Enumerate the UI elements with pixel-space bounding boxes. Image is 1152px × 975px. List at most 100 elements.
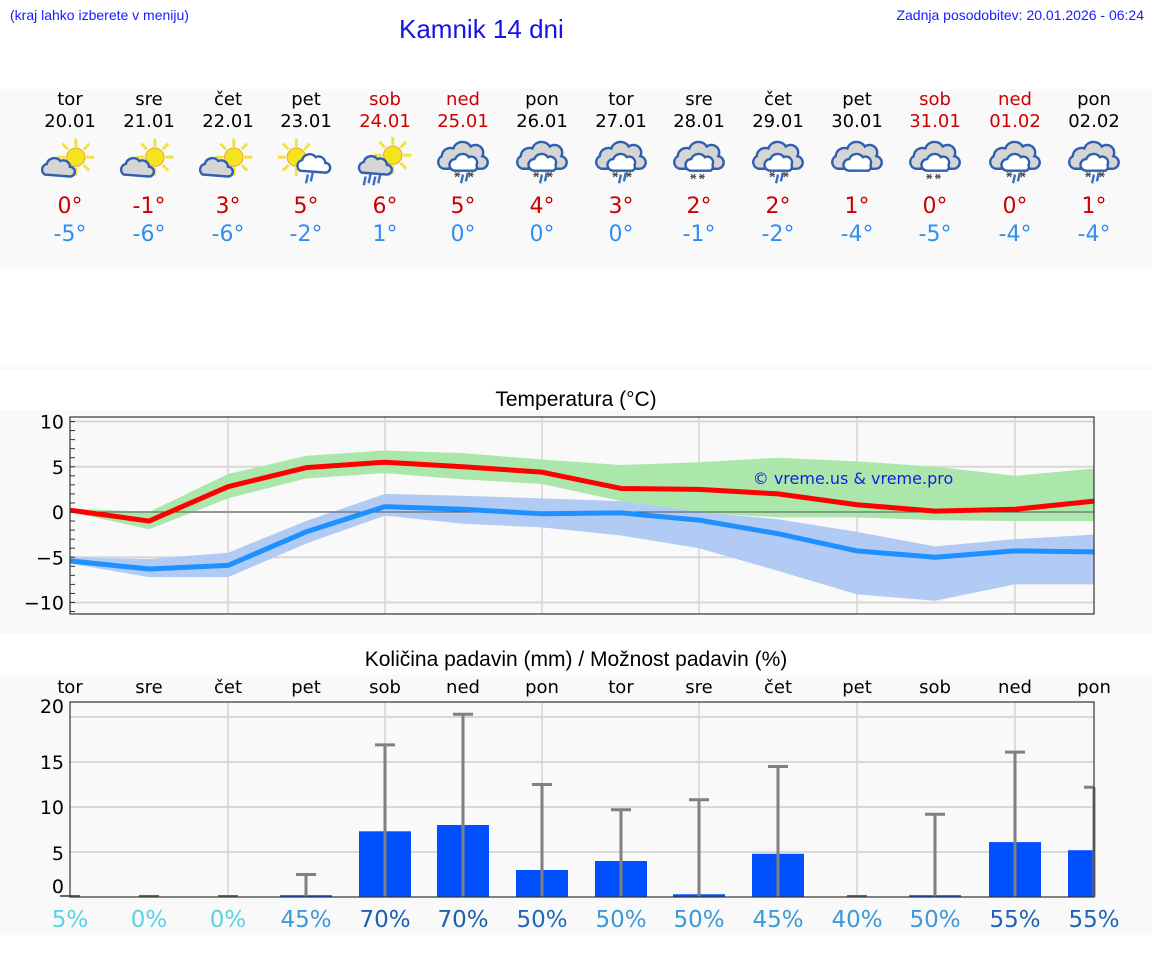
day-date: 30.01 [831,111,883,132]
day-date: 01.02 [989,111,1041,132]
day-name: čet [213,89,243,110]
day-name: ned [446,89,480,110]
min-temperature: -2° [761,222,795,247]
day-name: sob [369,89,401,110]
day-label: pet [291,677,321,698]
day-date: 31.01 [909,111,961,132]
y-axis-tick: 20 [40,696,64,718]
forecast-day: tor 27.01 3° 0° [581,89,661,249]
precipitation-probability: 50% [673,907,724,933]
day-name: sob [919,89,951,110]
temperature-chart-title: Temperatura (°C) [495,388,657,411]
forecast-day: ned 25.01 5° 0° [423,89,503,249]
max-temperature: 0° [922,194,948,219]
page-title: Kamnik 14 dni [399,14,564,44]
min-temperature: 0° [529,222,555,247]
precipitation-probability: 55% [989,907,1040,933]
min-temperature: 0° [450,222,476,247]
min-temperature: -4° [1077,222,1111,247]
forecast-day: sob 24.01 6° 1° [345,89,425,249]
day-label: sob [919,677,951,698]
forecast-day: sre 21.01 -1° -6° [109,89,189,249]
precipitation-probability: 45% [280,907,331,933]
day-label: čet [764,677,792,698]
max-temperature: 5° [450,194,476,219]
day-name: sre [135,89,163,110]
precipitation-probability: 70% [359,907,410,933]
max-temperature: 4° [529,194,555,219]
min-temperature: -4° [840,222,874,247]
day-date: 28.01 [673,111,725,132]
day-name: ned [998,89,1032,110]
day-date: 26.01 [516,111,568,132]
y-axis-tick: −5 [36,547,64,569]
max-temperature: 5° [293,194,319,219]
day-name: pet [291,89,321,110]
divider [0,365,1152,370]
day-name: pet [842,89,872,110]
min-temperature: -6° [132,222,166,247]
precipitation-probability: 5% [52,907,89,933]
day-name: sre [685,89,713,110]
day-label: pon [525,677,559,698]
precipitation-probability: 50% [516,907,567,933]
max-temperature: 1° [1081,194,1107,219]
day-date: 25.01 [437,111,489,132]
precipitation-probability: 50% [595,907,646,933]
max-temperature: 3° [608,194,634,219]
max-temperature: 1° [844,194,870,219]
forecast-day: čet 29.01 2° -2° [738,89,818,249]
watermark: © vreme.us & vreme.pro [753,469,954,488]
y-axis-tick: 0 [52,502,64,524]
day-label: ned [998,677,1032,698]
min-temperature: 0° [608,222,634,247]
precipitation-chart-title: Količina padavin (mm) / Možnost padavin … [364,648,788,671]
max-temperature: 3° [215,194,241,219]
max-temperature: 6° [372,194,398,219]
min-temperature: -1° [682,222,716,247]
forecast-strip [0,89,1152,269]
min-temperature: -2° [289,222,323,247]
min-temperature: -4° [998,222,1032,247]
forecast-day: ned 01.02 0° -4° [975,89,1055,249]
precipitation-probability: 70% [437,907,488,933]
max-temperature: -1° [132,194,166,219]
y-axis-tick: 10 [40,412,64,434]
last-updated: Zadnja posodobitev: 20.01.2026 - 06:24 [896,7,1144,23]
max-temperature: 2° [765,194,791,219]
day-label: čet [214,677,242,698]
min-temperature: 1° [372,222,398,247]
day-name: tor [608,89,634,110]
day-date: 02.02 [1068,111,1120,132]
day-label: tor [57,677,83,698]
y-axis-tick: 0 [52,876,64,898]
y-axis-tick: 5 [52,457,64,479]
precipitation-probability: 50% [909,907,960,933]
precipitation-bar [1068,850,1094,897]
day-date: 20.01 [44,111,96,132]
forecast-day: tor 20.01 0° -5° [30,89,110,249]
forecast-days: tor 20.01 0° -5° sre 21.01 -1° -6° čet 22.01 3° -6°… [0,89,1152,269]
day-date: 22.01 [202,111,254,132]
precipitation-probability: 0% [210,907,247,933]
day-name: tor [57,89,83,110]
forecast-day: čet 22.01 3° -6° [188,89,268,249]
precipitation-probability: 0% [131,907,168,933]
day-date: 23.01 [280,111,332,132]
day-label: pon [1077,677,1111,698]
day-label: tor [608,677,634,698]
min-temperature: -6° [211,222,245,247]
precipitation-probability: 40% [831,907,882,933]
day-label: sre [685,677,712,698]
day-date: 29.01 [752,111,804,132]
day-label: pet [842,677,872,698]
max-temperature: 0° [57,194,83,219]
precipitation-probability: 55% [1068,907,1119,933]
day-label: ned [446,677,480,698]
y-axis-tick: −10 [24,593,64,615]
location-menu-hint: (kraj lahko izberete v meniju) [10,7,189,23]
day-date: 21.01 [123,111,175,132]
precipitation-probability: 45% [752,907,803,933]
day-date: 24.01 [359,111,411,132]
forecast-day: pet 23.01 5° -2° [266,89,346,249]
